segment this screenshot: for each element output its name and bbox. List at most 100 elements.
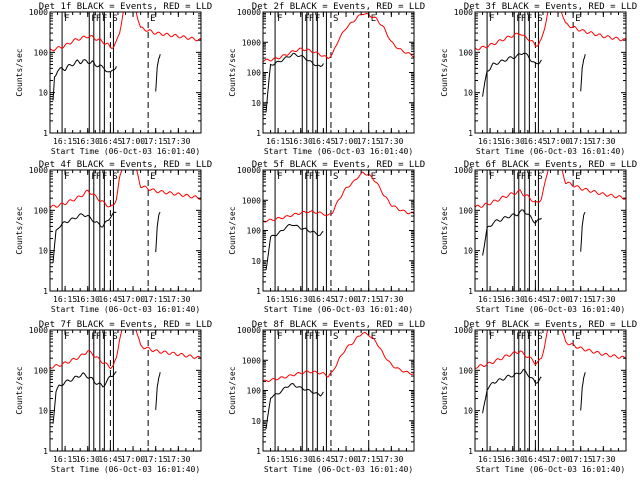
x-tick-label: 16:15	[266, 455, 290, 464]
x-tick-label: 17:30	[591, 455, 615, 464]
x-axis-label: Start Time (06-Oct-03 16:01:40)	[264, 465, 413, 474]
marker-label: S	[333, 14, 338, 24]
y-tick-label: 10	[38, 247, 48, 256]
marker-label: F	[96, 14, 101, 24]
x-tick-label: 17:15	[357, 295, 381, 304]
x-tick-label: 17:00	[121, 295, 145, 304]
marker-label: F	[304, 14, 309, 24]
x-tick-label: 16:45	[523, 455, 547, 464]
x-tick-label: 16:45	[523, 295, 547, 304]
marker-label: E	[371, 14, 376, 24]
x-axis-label: Start Time (06-Oct-03 16:01:40)	[476, 465, 625, 474]
x-tick-label: 16:15	[53, 455, 77, 464]
y-tick-label: 1000	[242, 196, 261, 205]
marker-label: E	[150, 332, 155, 342]
y-tick-label: 10	[38, 407, 48, 416]
marker-label: S	[537, 14, 542, 24]
marker-label: F	[527, 14, 532, 24]
marker-label: E	[371, 172, 376, 182]
x-axis-label: Start Time (06-Oct-03 16:01:40)	[264, 147, 413, 156]
chart-title: Det 9f BLACK = Events, RED = LLD	[464, 320, 637, 330]
y-tick-label: 100	[247, 227, 262, 236]
y-axis-label: Counts/sec	[228, 366, 237, 414]
series-lld	[50, 330, 201, 370]
marker-lines	[61, 170, 149, 291]
y-tick-label: 10000	[237, 8, 261, 17]
y-axis-label: Counts/sec	[440, 206, 449, 254]
plot-frame	[262, 169, 415, 292]
marker-label: F	[102, 332, 107, 342]
y-tick-label: 1000	[29, 166, 48, 175]
y-tick-label: 100	[34, 48, 49, 57]
y-tick-label: 100	[34, 206, 49, 215]
series-lld	[475, 170, 626, 208]
marker-label: F	[489, 172, 494, 182]
series-lld	[263, 171, 414, 223]
series-group	[475, 12, 626, 97]
marker-label: F	[309, 172, 314, 182]
marker-label: F	[516, 172, 521, 182]
marker-label: F	[521, 172, 526, 182]
x-tick-label: 16:45	[523, 137, 547, 146]
x-tick-label: 17:15	[569, 137, 593, 146]
series-events	[265, 52, 324, 113]
y-tick-label: 10000	[237, 326, 261, 335]
y-axis-label: Counts/sec	[228, 206, 237, 254]
y-tick-label: 10	[463, 89, 473, 98]
y-tick-label: 1	[468, 447, 473, 456]
y-tick-label: 1	[468, 287, 473, 296]
x-tick-label: 17:15	[144, 455, 168, 464]
x-axis-label: Start Time (06-Oct-03 16:01:40)	[476, 147, 625, 156]
chart-title: Det 3f BLACK = Events, RED = LLD	[464, 2, 637, 12]
x-tick-label: 16:30	[289, 137, 313, 146]
marker-label: E	[150, 172, 155, 182]
marker-label: F	[315, 172, 320, 182]
y-tick-label: 1000	[454, 8, 473, 17]
series-lld	[50, 170, 201, 209]
y-axis-label: Counts/sec	[15, 48, 24, 96]
y-tick-label: 1	[43, 129, 48, 138]
marker-label: F	[527, 332, 532, 342]
series-late-events	[155, 372, 161, 410]
marker-label: F	[96, 172, 101, 182]
y-tick-label: 1	[256, 447, 261, 456]
chart-title: Det 7f BLACK = Events, RED = LLD	[39, 320, 212, 330]
series-events	[482, 368, 542, 414]
x-tick-label: 16:45	[98, 455, 122, 464]
marker-label: E	[575, 172, 580, 182]
marker-label: F	[64, 172, 69, 182]
series-late-events	[155, 211, 161, 253]
x-tick-label: 16:45	[311, 455, 335, 464]
marker-label: F	[102, 172, 107, 182]
y-tick-label: 1	[43, 447, 48, 456]
y-tick-label: 1000	[29, 326, 48, 335]
marker-label: E	[371, 332, 376, 342]
series-group	[475, 330, 626, 414]
series-late-events	[580, 372, 586, 411]
chart-title: Det 1f BLACK = Events, RED = LLD	[39, 2, 212, 12]
marker-label: E	[150, 14, 155, 24]
x-tick-label: 17:30	[166, 295, 190, 304]
y-tick-label: 100	[459, 48, 474, 57]
series-lld	[263, 331, 414, 383]
plot-frame	[49, 329, 202, 452]
y-tick-label: 1000	[242, 356, 261, 365]
x-axis-label: Start Time (06-Oct-03 16:01:40)	[264, 305, 413, 314]
x-tick-label: 17:00	[121, 455, 145, 464]
y-tick-label: 100	[247, 69, 262, 78]
marker-label: S	[333, 172, 338, 182]
plot-frame	[262, 329, 415, 452]
marker-label: F	[516, 14, 521, 24]
marker-label: F	[277, 14, 282, 24]
chart-title: Det 4f BLACK = Events, RED = LLD	[39, 160, 212, 170]
x-tick-label: 16:15	[266, 295, 290, 304]
x-tick-label: 16:15	[266, 137, 290, 146]
marker-lines	[274, 12, 370, 133]
x-tick-label: 16:30	[289, 295, 313, 304]
marker-lines	[61, 12, 149, 133]
